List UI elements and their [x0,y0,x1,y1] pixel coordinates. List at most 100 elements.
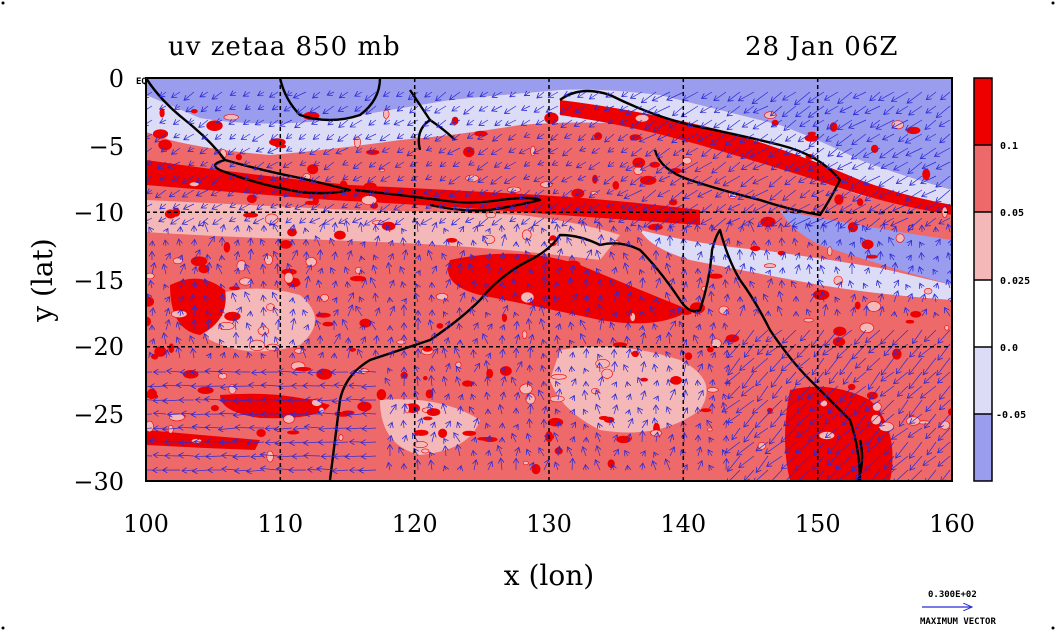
wind-vector [321,456,335,457]
wind-vector [381,175,391,181]
wind-vector [509,148,517,152]
vorticity-speckle [633,166,643,175]
colorbar-label: 0.0 [1000,343,1018,354]
wind-vector [740,133,755,143]
wind-vector [465,189,475,196]
wind-vector [921,175,937,183]
wind-vector [533,147,545,153]
colorbar: 0.1 0.05 0.025 0.0 -0.05 [973,77,1030,482]
wind-vector [146,134,153,139]
wind-vector [674,147,685,155]
wind-vector [537,134,545,139]
vorticity-speckle [520,271,527,283]
y-tick-label: −20 [73,333,124,361]
vorticity-speckle [235,153,242,161]
wind-vector [795,91,811,105]
wind-vector [196,175,209,182]
wind-vector [869,203,881,211]
vorticity-speckle [895,233,905,243]
wind-vector [201,105,209,112]
wind-vector [304,456,321,457]
wind-vector [620,161,629,167]
wind-vector [712,161,727,173]
vorticity-speckle [223,241,231,253]
wind-vector [656,298,657,302]
wind-vector [186,105,195,112]
wind-vector [479,119,489,126]
vector-legend-label: MAXIMUM VECTOR [920,617,996,627]
vorticity-speckle [396,339,407,345]
wind-vector [380,203,391,212]
wind-vector [184,133,195,140]
wind-vector [467,120,475,125]
vorticity-speckle [833,275,843,286]
vorticity-speckle [414,429,429,436]
wind-vector [800,189,811,198]
wind-vector [450,119,461,125]
wind-vector [211,189,223,196]
vorticity-speckle [856,198,864,207]
y-tick-label: −15 [73,267,124,295]
x-axis: 100 110 120 130 140 150 160 x (lon) [123,510,975,592]
wind-vector [184,91,195,100]
wind-vector [259,176,265,179]
wind-vector [229,176,237,179]
wind-vector [493,133,503,141]
wind-vector [510,204,517,209]
wind-vector [397,92,405,97]
wind-vector [656,161,671,173]
vorticity-speckle [460,271,470,282]
vorticity-speckle [547,417,564,427]
wind-vector [167,414,181,415]
wind-vector [410,105,419,113]
wind-vector [669,119,685,128]
vorticity-speckle [279,239,292,249]
wind-vector [896,175,909,184]
vorticity-speckle [812,289,830,300]
wind-vector [577,161,587,168]
wind-vector [926,91,937,100]
wind-vector [800,119,811,127]
vorticity-speckle [872,402,882,412]
wind-vector [160,120,167,123]
wind-vector [768,203,783,213]
y-tick-label: −30 [73,468,124,496]
wind-vector [522,106,531,110]
wind-vector [339,217,349,223]
wind-vector [189,120,194,124]
wind-vector [534,203,545,212]
wind-vector [146,119,153,126]
wind-vector [852,133,867,145]
wind-vector [589,189,601,198]
corner-dot [1051,626,1055,630]
wind-vector [879,175,895,186]
wind-vector [505,119,517,125]
wind-vector [464,105,475,114]
wind-vector [450,91,461,100]
vorticity-speckle [601,368,613,379]
vorticity-speckle [278,144,287,149]
wind-vector [228,189,237,196]
wind-vector [771,161,783,170]
wind-vector [407,147,419,156]
wind-vector [160,106,167,109]
wind-vector [561,119,573,128]
wind-vector [785,147,797,155]
vorticity-speckle [349,347,357,352]
vorticity-speckle [210,405,219,412]
wind-vector [379,161,391,169]
wind-vector [408,91,419,100]
wind-vector [146,91,153,98]
wind-vector [280,119,293,126]
wind-vector [657,147,671,157]
wind-vector [265,428,279,429]
wind-vector [452,105,461,111]
wind-vector [453,203,461,210]
wind-vector [608,162,615,167]
wind-vector [313,133,321,139]
wind-vector [534,189,545,197]
x-tick-label: 130 [526,510,572,538]
wind-vector [189,162,194,166]
wind-vector [230,218,237,222]
wind-vector [426,162,433,166]
